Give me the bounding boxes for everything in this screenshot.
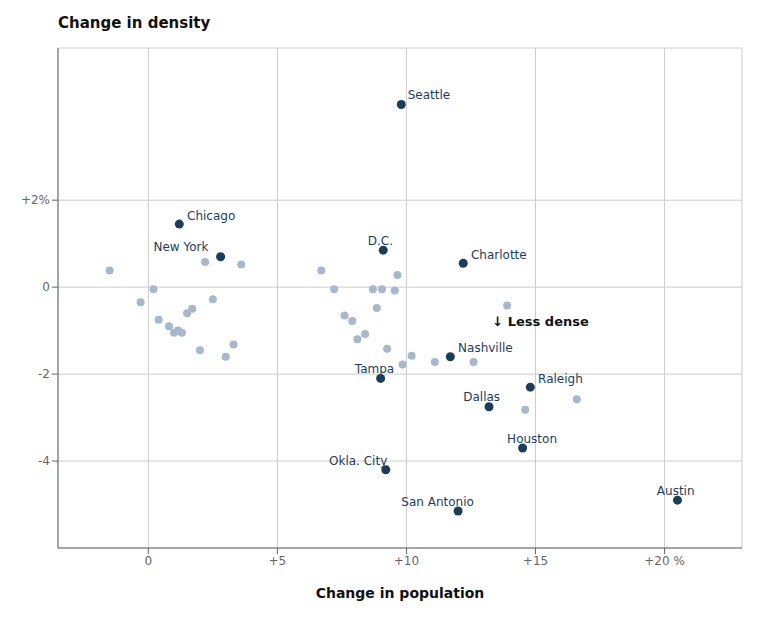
svg-text:Okla. City: Okla. City (329, 454, 387, 468)
svg-text:0: 0 (145, 554, 153, 568)
svg-text:Dallas: Dallas (463, 390, 500, 404)
svg-text:Change in population: Change in population (316, 585, 485, 601)
svg-text:New York: New York (154, 240, 209, 254)
svg-text:+20 %: +20 % (644, 554, 685, 568)
html-text:↓ Less dense: ↓ Less dense (492, 313, 589, 328)
svg-text:Raleigh: Raleigh (538, 372, 583, 386)
svg-text:-2: -2 (38, 367, 50, 381)
svg-text:Houston: Houston (507, 432, 557, 446)
svg-text:Tampa: Tampa (354, 362, 394, 376)
html-text:Change in density: Change in density (58, 14, 211, 32)
svg-text:+2%: +2% (21, 193, 50, 207)
svg-text:D.C.: D.C. (368, 234, 393, 248)
svg-text:+15: +15 (523, 554, 548, 568)
svg-text:+5: +5 (269, 554, 287, 568)
svg-text:Austin: Austin (657, 484, 695, 498)
svg-text:San Antonio: San Antonio (401, 495, 474, 509)
svg-text:0: 0 (42, 280, 50, 294)
svg-text:Seattle: Seattle (408, 88, 450, 102)
svg-text:Charlotte: Charlotte (471, 248, 527, 262)
svg-text:Nashville: Nashville (458, 341, 513, 355)
svg-text:+10: +10 (394, 554, 419, 568)
svg-text:-4: -4 (38, 454, 50, 468)
svg-text:Chicago: Chicago (187, 209, 235, 223)
